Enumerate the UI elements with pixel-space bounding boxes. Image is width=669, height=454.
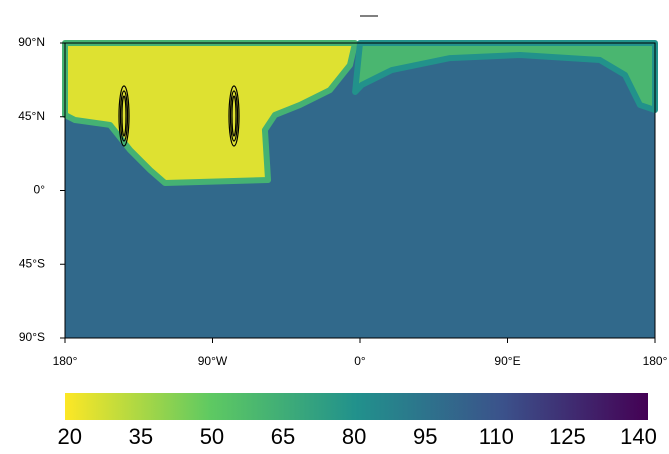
field-region — [62, 40, 359, 186]
contour — [229, 90, 239, 142]
contour — [121, 95, 127, 137]
map-area — [62, 40, 658, 338]
y-tick-label: 90°N — [18, 35, 45, 49]
colorbar-tick-label: 50 — [200, 424, 224, 449]
x-tick-label: 0° — [354, 354, 366, 368]
colorbar-tick-label: 20 — [57, 424, 81, 449]
x-tick-label: 180° — [643, 354, 668, 368]
y-tick-label: 45°S — [19, 256, 45, 270]
colorbar-tick-label: 125 — [549, 424, 586, 449]
y-tick-label: 45°N — [18, 109, 45, 123]
contour — [119, 90, 129, 142]
y-tick-label: 90°S — [19, 330, 45, 344]
y-tick-label: 0° — [34, 183, 46, 197]
contour — [228, 85, 240, 147]
colorbar — [65, 393, 648, 420]
contour — [231, 95, 237, 137]
colorbar-tick-label: 35 — [129, 424, 153, 449]
colorbar-tick-label: 140 — [620, 424, 657, 449]
colorbar-tick-label: 95 — [413, 424, 437, 449]
contour — [118, 85, 130, 147]
colorbar-tick-label: 80 — [342, 424, 366, 449]
colorbar-tick-label: 65 — [271, 424, 295, 449]
colorbar-tick-label: 110 — [479, 424, 514, 449]
x-tick-label: 180° — [53, 354, 78, 368]
contours — [118, 85, 240, 147]
x-tick-label: 90°W — [198, 354, 228, 368]
x-tick-label: 90°E — [494, 354, 520, 368]
